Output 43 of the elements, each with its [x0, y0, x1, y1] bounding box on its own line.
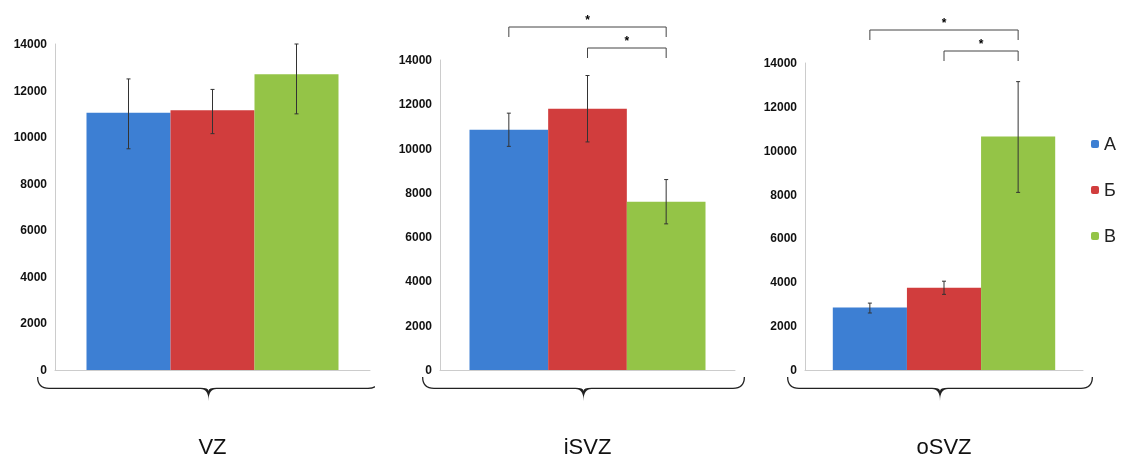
text: * [978, 37, 984, 51]
y-tick-label: 14000 [13, 37, 48, 51]
y-tick-label: 6000 [20, 223, 48, 238]
y-tick-label: 2000 [20, 316, 48, 331]
y-tick-label: 6000 [770, 231, 798, 246]
x-axis-title: oSVZ [916, 433, 972, 459]
bar [981, 136, 1056, 370]
bar [254, 74, 339, 370]
y-tick-label: 4000 [20, 269, 48, 284]
y-tick-label: 14000 [398, 53, 433, 67]
legend-label: В [1103, 226, 1117, 246]
y-tick-label: 8000 [20, 176, 48, 191]
y-tick-label: 12000 [763, 99, 798, 114]
text: * [624, 34, 630, 48]
y-tick-label: 14000 [763, 56, 798, 70]
y-tick-label: 4000 [405, 274, 433, 289]
bar [170, 110, 255, 370]
y-tick-label: 10000 [398, 141, 433, 156]
y-tick-label: 10000 [763, 143, 798, 158]
y-tick-label: 0 [425, 363, 433, 377]
y-tick-label: 12000 [13, 83, 48, 98]
bar [906, 287, 982, 370]
bar [832, 307, 907, 370]
text: * [585, 13, 591, 27]
legend-label: А [1103, 134, 1117, 154]
bar [469, 129, 549, 370]
y-tick-label: 8000 [770, 187, 798, 202]
y-tick-label: 4000 [770, 275, 798, 290]
y-tick-label: 6000 [405, 230, 433, 245]
y-tick-label: 12000 [398, 97, 433, 112]
y-tick-label: 2000 [770, 319, 798, 334]
legend-label: Б [1103, 180, 1116, 200]
y-tick-label: 0 [40, 363, 48, 377]
bar [548, 108, 627, 370]
y-tick-label: 2000 [405, 318, 433, 333]
bar [86, 112, 171, 370]
x-axis-title: iSVZ [563, 433, 612, 459]
text: * [941, 16, 947, 30]
bar [626, 201, 706, 370]
x-axis-title: VZ [198, 433, 227, 459]
y-tick-label: 0 [790, 363, 798, 377]
y-tick-label: 10000 [13, 130, 48, 145]
y-tick-label: 8000 [405, 185, 433, 200]
